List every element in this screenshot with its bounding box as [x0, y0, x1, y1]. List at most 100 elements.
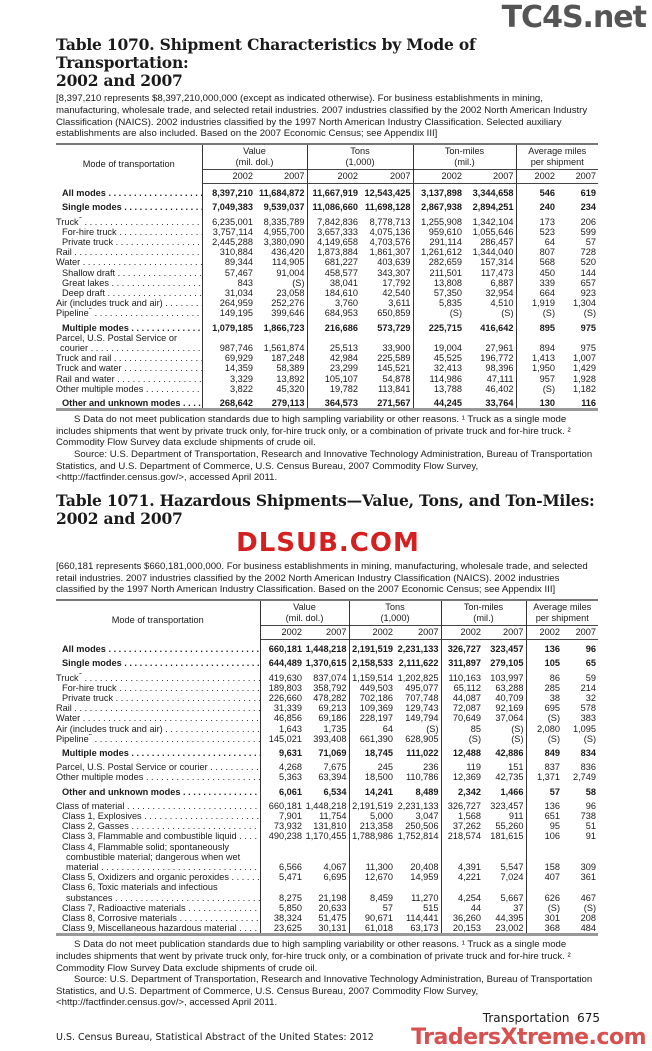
row-label-line: material: [56, 862, 260, 872]
data-cell: 65: [585, 658, 597, 669]
footnote: S Data do not meet publication standards…: [56, 939, 571, 974]
data-cell: 13,892: [276, 373, 305, 384]
data-cell: 5,667: [500, 892, 524, 903]
data-cell: 707,748: [405, 693, 439, 704]
data-cell: 36,260: [440, 913, 483, 924]
data-cell: 684,953: [306, 308, 360, 319]
year-header: 2007: [304, 625, 349, 641]
data-cell: 5,363: [259, 772, 304, 783]
data-cell: 1,255,908: [412, 212, 464, 227]
data-cell: 2,749: [573, 772, 597, 783]
data-cell: 61,018: [348, 923, 395, 935]
row-label: Other and unknown modes: [62, 786, 181, 797]
data-cell: 323,457: [490, 644, 524, 655]
data-cell: 37,064: [495, 713, 524, 724]
table-row: Class 5, Oxidizers and organic peroxides…: [56, 872, 598, 883]
data-cell: 21,198: [318, 892, 347, 903]
data-cell: 20,153: [440, 923, 483, 935]
row-stub: Great lakes: [56, 277, 203, 289]
data-cell: 228,197: [348, 713, 395, 724]
year-header: 2007: [562, 625, 599, 641]
data-cell: 70,649: [440, 713, 483, 724]
data-cell: (S): [515, 308, 557, 319]
data-cell: 95: [525, 821, 562, 832]
data-cell: 57: [585, 237, 597, 247]
row-label: Class 1, Explosives: [62, 811, 142, 822]
column-group-header: Ton-miles (mil.): [412, 144, 516, 170]
row-stub: Single modes: [56, 198, 203, 213]
data-cell: 419,630: [259, 668, 304, 683]
row-label-line: Shallow draft: [56, 268, 202, 278]
data-cell: 9,631: [259, 744, 304, 759]
table-1071-headnote: [660,181 represents $660,181,000,000. Fo…: [56, 560, 588, 596]
data-cell: 32,413: [412, 363, 464, 374]
dot-leader: [111, 353, 201, 363]
group-unit: (mil. dol.): [285, 613, 324, 624]
group-label: Average miles: [528, 146, 587, 157]
data-cell: 181,615: [490, 831, 524, 842]
row-stub: Class 1, Explosives: [56, 811, 261, 822]
data-cell: 3,757,114: [201, 226, 255, 237]
data-cell: 19,004: [412, 332, 464, 354]
data-cell: 58: [585, 786, 597, 797]
table-row: Air (includes truck and air) 1,643 1,73564…: [56, 723, 598, 734]
row-label: Truck: [56, 216, 79, 227]
data-cell: 240: [515, 198, 557, 213]
data-cell: 546: [515, 183, 557, 199]
group-label: Tons: [350, 146, 370, 157]
data-cell: 650,859: [377, 308, 411, 319]
source-note: Source: U.S. Department of Transportatio…: [56, 449, 593, 484]
data-cell: 14,359: [201, 363, 255, 374]
data-cell: 46,856: [259, 713, 304, 724]
row-label-line: For-hire truck: [56, 683, 260, 693]
data-cell: 2,158,533: [348, 654, 395, 669]
data-cell: 310,884: [201, 247, 255, 258]
data-cell: 1,561,874: [263, 343, 305, 354]
data-cell: 1,448,218: [305, 800, 347, 811]
data-cell: 131,810: [313, 821, 347, 832]
data-cell: 114,441: [405, 913, 439, 924]
column-group-header: Tons (1,000): [348, 600, 441, 626]
group-unit: per shipment: [535, 613, 589, 624]
title-line-2: 2002 and 2007: [56, 71, 183, 90]
data-cell: 1,261,612: [412, 247, 464, 258]
row-label: material: [66, 862, 99, 873]
data-cell: 911: [508, 811, 524, 822]
row-label: Class 3, Flammable and combustible liqui…: [62, 831, 237, 842]
data-cell: 416,642: [480, 322, 514, 333]
data-cell: 216,686: [306, 318, 360, 333]
data-cell: 12,670: [348, 872, 395, 883]
data-cell: 393,408: [313, 733, 347, 744]
footnote-marker: 1: [78, 672, 82, 676]
data-cell: 196,772: [480, 353, 514, 364]
data-cell: 6,566: [259, 841, 304, 873]
year-header: 2007: [255, 169, 307, 185]
data-cell: 23,002: [495, 923, 524, 934]
year-header: 2007: [557, 169, 599, 185]
year-header: 2002: [412, 169, 464, 185]
row-label-line: Truck 1: [56, 673, 260, 683]
data-cell: 1,182: [573, 383, 597, 394]
data-cell: 1,344,040: [472, 247, 514, 258]
data-cell: 282,659: [412, 257, 464, 268]
data-cell: 4,955,700: [263, 226, 305, 237]
data-cell: 4,254: [440, 882, 483, 903]
row-label-line: Class 7, Radioactive materials: [56, 903, 260, 913]
data-cell: 285: [525, 682, 562, 694]
dot-leader: [129, 748, 260, 758]
column-group-header: Value (mil. dol.): [201, 144, 307, 170]
row-label-line: Rail and water: [56, 374, 202, 384]
group-unit: (mil.): [454, 157, 475, 168]
data-cell: 368: [525, 923, 562, 935]
data-cell: 660,181: [259, 796, 304, 812]
data-cell: 157,314: [480, 257, 514, 268]
data-cell: 13,788: [412, 383, 464, 395]
data-cell: 136: [525, 639, 562, 655]
data-cell: 837: [525, 758, 562, 773]
data-cell: 11,270: [411, 892, 439, 903]
year-header: 2002: [259, 625, 304, 641]
group-label: Average miles: [533, 602, 592, 613]
